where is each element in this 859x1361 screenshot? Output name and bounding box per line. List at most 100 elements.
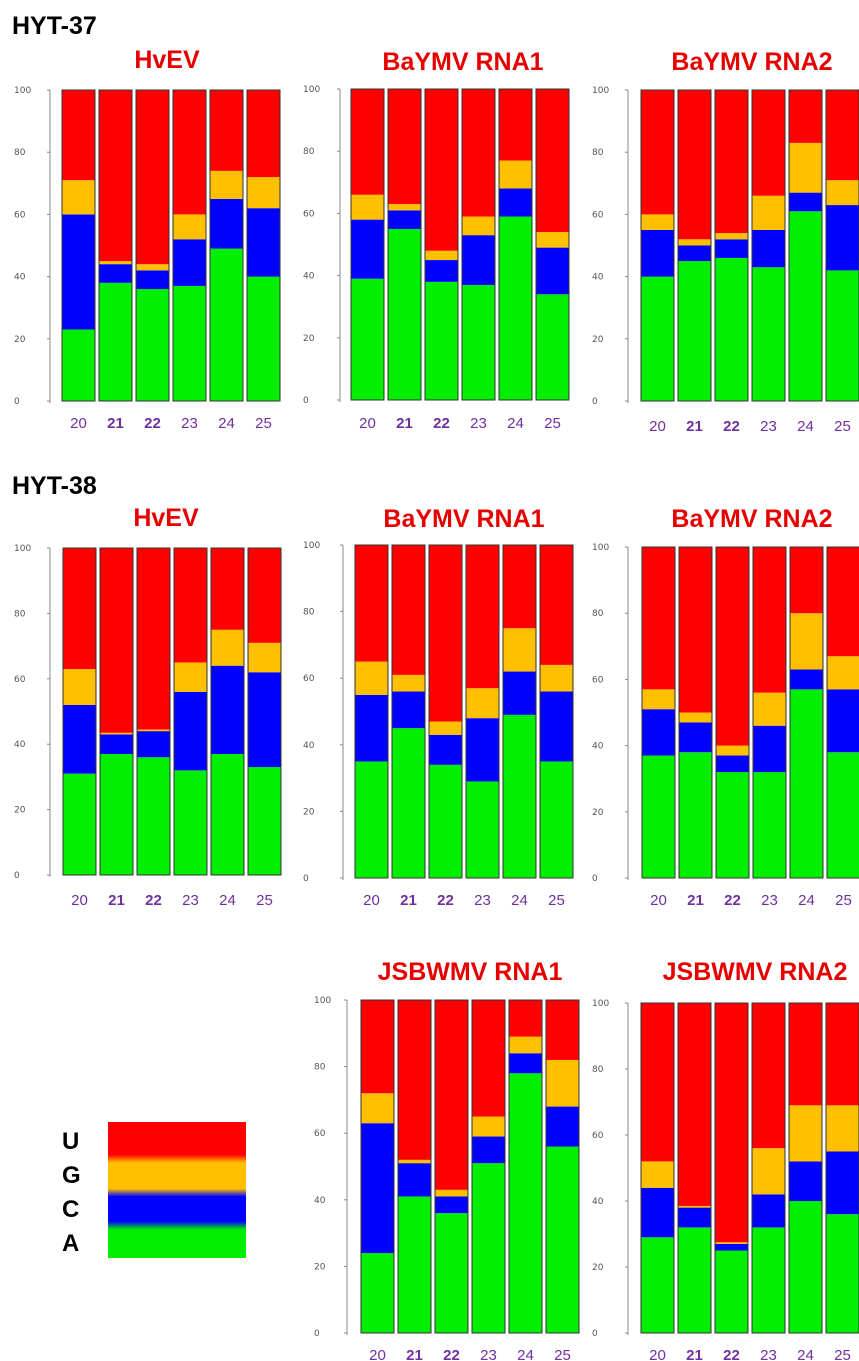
bar-segment-a — [715, 1250, 748, 1333]
bar-segment-a — [827, 752, 859, 878]
bar-segment-a — [174, 770, 207, 875]
bar-segment-g — [99, 261, 132, 265]
bar-segment-c — [435, 1196, 468, 1214]
bar-segment-u — [503, 545, 536, 629]
x-tick-label: 25 — [835, 892, 852, 909]
y-tick-label: 80 — [592, 148, 604, 158]
bar-segment-c — [425, 260, 458, 282]
x-tick-label: 24 — [797, 1347, 814, 1361]
bar-segment-a — [429, 764, 462, 878]
chart-panel: BaYMV RNA2 0 20 40 60 80 100 20 21 22 23 24 25 — [592, 505, 859, 909]
bar-outline — [173, 547, 208, 876]
bar-segment-c — [752, 229, 785, 268]
bar-segment-a — [466, 781, 499, 878]
bar-segment-g — [210, 170, 243, 199]
bar-segment-a — [100, 754, 133, 875]
x-tick-label: 25 — [544, 415, 561, 432]
bar-segment-a — [679, 752, 712, 878]
bar-segment-a — [642, 755, 675, 878]
bar-segment-g — [425, 250, 458, 261]
legend-label-a: A — [62, 1230, 79, 1257]
bar-segment-c — [679, 722, 712, 753]
x-tick-label: 22 — [145, 892, 162, 909]
bar-segment-c — [499, 188, 532, 217]
bar-segment-u — [361, 1000, 394, 1094]
x-tick-label: 21 — [686, 1347, 703, 1361]
bar-segment-a — [753, 772, 786, 878]
bar-segment-u — [462, 89, 495, 217]
y-tick-label: 100 — [14, 544, 31, 554]
x-tick-label: 22 — [723, 418, 740, 435]
bar-segment-g — [715, 233, 748, 240]
x-tick-label: 20 — [649, 418, 666, 435]
bar-segment-a — [790, 689, 823, 878]
bar-outline — [539, 544, 574, 879]
bar-segment-c — [62, 214, 95, 330]
section-label-hyt37: HYT-37 — [12, 12, 97, 40]
chart-panel: BaYMV RNA1 0 20 40 60 80 100 20 21 22 23 24 25 — [303, 48, 570, 432]
y-tick-label: 60 — [592, 210, 604, 220]
bar-segment-u — [136, 90, 169, 265]
bar-segment-u — [752, 1003, 785, 1149]
y-tick-label: 20 — [592, 335, 604, 345]
bar-segment-a — [499, 216, 532, 400]
bar-segment-a — [716, 772, 749, 878]
bar-segment-g — [248, 642, 281, 673]
bar-segment-g — [388, 204, 421, 211]
x-tick-label: 22 — [443, 1347, 460, 1361]
bar-segment-u — [679, 547, 712, 713]
bar-segment-g — [499, 160, 532, 189]
x-tick-label: 22 — [437, 892, 454, 909]
bar-segment-c — [388, 210, 421, 229]
bar-segment-a — [546, 1146, 579, 1333]
bar-segment-u — [678, 1003, 711, 1206]
bar-segment-c — [503, 671, 536, 715]
bar-segment-c — [462, 235, 495, 285]
bar-segment-u — [715, 1003, 748, 1243]
bar-segment-u — [466, 545, 499, 689]
bar-segment-u — [509, 1000, 542, 1037]
y-tick-label: 0 — [314, 1329, 320, 1339]
bar-segment-g — [509, 1036, 542, 1054]
bar-segment-u — [789, 90, 822, 143]
bar-segment-g — [173, 214, 206, 240]
bar-segment-c — [642, 709, 675, 756]
bar-outline — [424, 88, 459, 401]
bar-outline — [535, 88, 570, 401]
y-tick-label: 80 — [14, 148, 26, 158]
bar-segment-a — [678, 1227, 711, 1333]
y-tick-label: 40 — [303, 272, 315, 282]
bar-segment-g — [546, 1059, 579, 1107]
y-tick-label: 60 — [592, 675, 604, 685]
bar-segment-c — [136, 270, 169, 290]
bar-segment-g — [678, 239, 711, 246]
bar-segment-g — [429, 721, 462, 735]
bar-segment-c — [826, 205, 859, 271]
y-tick-label: 20 — [592, 808, 604, 818]
y-tick-label: 20 — [14, 806, 26, 816]
x-tick-label: 25 — [554, 1347, 571, 1361]
bar-segment-g — [392, 674, 425, 692]
bar-outline — [678, 546, 713, 879]
y-tick-label: 100 — [314, 996, 331, 1006]
x-tick-label: 23 — [181, 415, 198, 432]
y-tick-label: 80 — [303, 147, 315, 157]
bar-segment-g — [398, 1159, 431, 1164]
bar-segment-a — [826, 1214, 859, 1333]
legend-label-u: U — [62, 1128, 79, 1155]
y-tick-label: 80 — [314, 1063, 326, 1073]
bar-segment-c — [678, 245, 711, 262]
bar-segment-u — [388, 89, 421, 205]
bar-segment-c — [173, 239, 206, 286]
bar-segment-u — [540, 545, 573, 665]
bar-segment-u — [99, 90, 132, 262]
x-tick-label: 23 — [182, 892, 199, 909]
bar-segment-c — [641, 229, 674, 277]
y-tick-label: 40 — [314, 1196, 326, 1206]
bar-segment-u — [398, 1000, 431, 1160]
bar-segment-u — [248, 548, 281, 643]
y-tick-label: 60 — [14, 675, 26, 685]
bar-segment-a — [826, 270, 859, 401]
bar-outline — [641, 546, 676, 879]
bar-segment-c — [466, 718, 499, 782]
